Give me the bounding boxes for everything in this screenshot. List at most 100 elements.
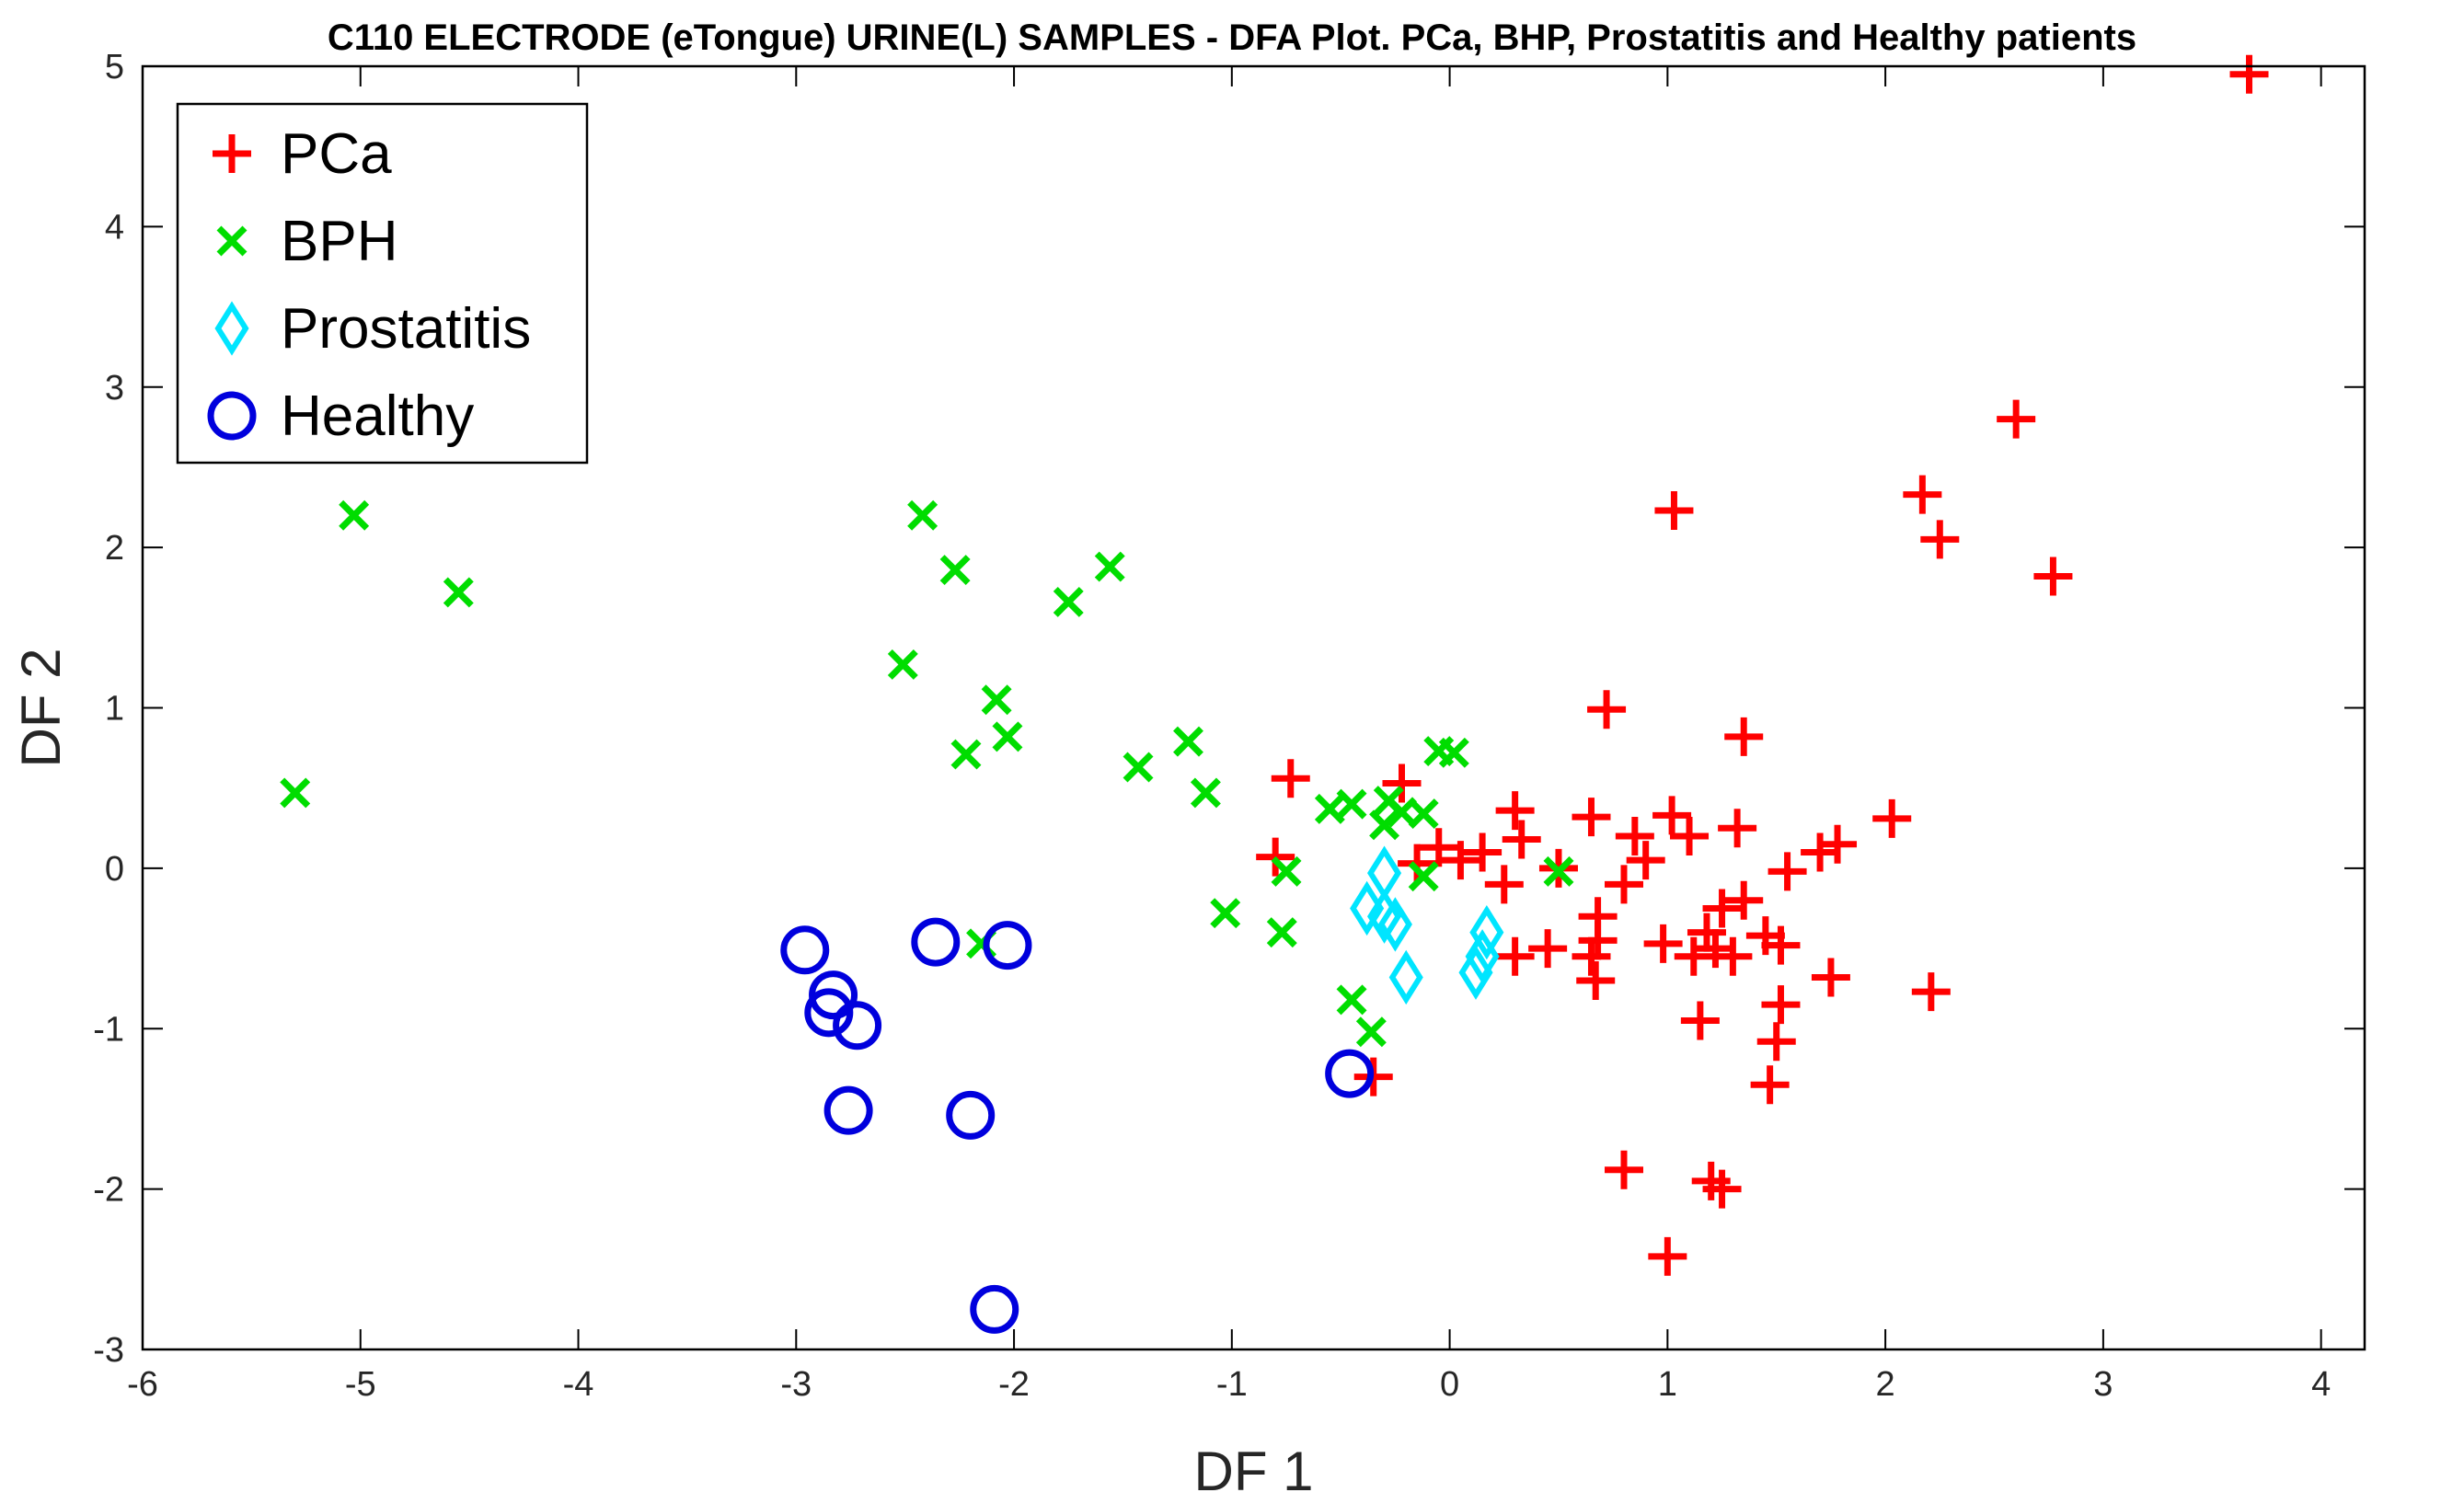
- bph-point: [1266, 917, 1297, 948]
- pca-point: [1724, 880, 1764, 920]
- pca-point: [1587, 690, 1627, 729]
- pca-point: [1761, 985, 1801, 1025]
- healthy-point: [780, 925, 830, 975]
- data-markers: [280, 54, 2269, 1334]
- pca-point: [1463, 832, 1503, 872]
- bph-point: [1336, 788, 1367, 820]
- pca-point: [1271, 759, 1310, 798]
- pca-point: [1652, 796, 1692, 835]
- pca-point: [1398, 844, 1437, 883]
- pca-point: [2229, 54, 2269, 94]
- y-tick-label: 1: [105, 690, 124, 729]
- prostatitis-point: [1458, 945, 1493, 1000]
- bph-point: [939, 555, 971, 586]
- y-tick-label: 5: [105, 48, 124, 86]
- pca-point: [1670, 817, 1710, 855]
- bph-point: [1123, 752, 1154, 783]
- y-tick-label: -3: [93, 1331, 124, 1370]
- pca-point: [1872, 798, 1912, 838]
- y-tick-label: 4: [105, 208, 124, 247]
- pca-point: [1761, 925, 1801, 965]
- legend-marker-pca: [213, 134, 251, 173]
- y-tick-label: 3: [105, 369, 124, 408]
- healthy-point: [833, 1001, 882, 1051]
- pca-point: [1680, 1001, 1720, 1040]
- x-tick-label: 2: [1876, 1365, 1895, 1404]
- bph-point: [1190, 777, 1221, 809]
- bph-point: [1314, 793, 1345, 824]
- x-tick-label: 0: [1440, 1365, 1459, 1404]
- pca-point: [1702, 889, 1742, 928]
- bph-point: [1336, 984, 1367, 1016]
- pca-point: [1801, 832, 1840, 872]
- chart-title: C110 ELECTRODE (eTongue) URINE(L) SAMPLE…: [328, 17, 2136, 58]
- bph-point: [1408, 861, 1439, 892]
- bph-point: [887, 649, 918, 680]
- bph-point: [907, 499, 938, 531]
- bph-point: [1172, 726, 1203, 757]
- x-tick-label: -2: [998, 1365, 1030, 1404]
- x-tick-label: 4: [2311, 1365, 2331, 1404]
- pca-point: [1572, 798, 1611, 837]
- pca-point: [1920, 520, 1960, 559]
- y-tick-label: 2: [105, 529, 124, 568]
- healthy-point: [911, 917, 961, 967]
- x-tick-label: -5: [345, 1365, 376, 1404]
- pca-point: [1724, 717, 1764, 756]
- legend-marker-bph: [216, 225, 248, 257]
- bph-point: [950, 739, 982, 770]
- healthy-point: [804, 988, 854, 1038]
- x-tick-label: -3: [780, 1365, 812, 1404]
- axis-ticks: -6 -5 -4 -3 -2 -1 0 1 2 3 4 -3 -2 -1 0 1 2 3 4 5: [93, 48, 2365, 1404]
- pca-point: [1750, 1065, 1790, 1105]
- healthy-point: [823, 1085, 873, 1135]
- pca-point: [1643, 924, 1683, 963]
- bph-point: [339, 499, 370, 531]
- bph-point: [1438, 737, 1469, 768]
- pca-point: [1911, 972, 1951, 1012]
- x-tick-label: -4: [563, 1365, 594, 1404]
- bph-point: [1271, 855, 1302, 887]
- series-prostatitis: [1350, 845, 1504, 1005]
- bph-point: [1210, 898, 1241, 929]
- y-tick-label: -1: [93, 1010, 124, 1049]
- y-tick-label: -2: [93, 1171, 124, 1210]
- pca-point: [1718, 809, 1757, 848]
- prostatitis-point: [1367, 845, 1402, 901]
- pca-point: [1441, 841, 1480, 880]
- pca-point: [1605, 1150, 1643, 1189]
- pca-point: [1484, 865, 1524, 904]
- y-axis-label: DF 2: [10, 648, 72, 767]
- healthy-point: [983, 921, 1032, 970]
- pca-point: [1702, 1169, 1742, 1209]
- prostatitis-point: [1465, 929, 1500, 984]
- legend-label-prostatitis: Prostatitis: [281, 297, 531, 361]
- pca-point: [1382, 763, 1422, 803]
- pca-point: [1648, 1236, 1687, 1276]
- healthy-point: [1325, 1049, 1375, 1098]
- x-tick-label: -1: [1216, 1365, 1248, 1404]
- legend-label-healthy: Healthy: [281, 385, 474, 448]
- pca-point: [1713, 936, 1753, 976]
- pca-point: [1578, 921, 1618, 960]
- pca-point: [2033, 557, 2073, 596]
- pca-point: [1903, 475, 1942, 514]
- prostatitis-point: [1469, 904, 1504, 960]
- bph-point: [1355, 1016, 1387, 1048]
- pca-point: [1674, 936, 1713, 976]
- pca-point: [1687, 913, 1726, 952]
- x-tick-label: 3: [2093, 1365, 2113, 1404]
- healthy-point: [970, 1284, 1019, 1334]
- bph-point: [1543, 855, 1574, 887]
- bph-point: [443, 577, 474, 608]
- legend-marker-prostatitis: [214, 301, 249, 356]
- pca-point: [1615, 817, 1654, 855]
- pca-point: [1502, 820, 1541, 859]
- pca-point: [1576, 960, 1616, 1000]
- pca-point: [1756, 1022, 1796, 1062]
- pca-point: [1626, 841, 1665, 880]
- series-pca: [1256, 54, 2269, 1276]
- bph-point: [1053, 586, 1084, 617]
- series-healthy: [780, 917, 1375, 1334]
